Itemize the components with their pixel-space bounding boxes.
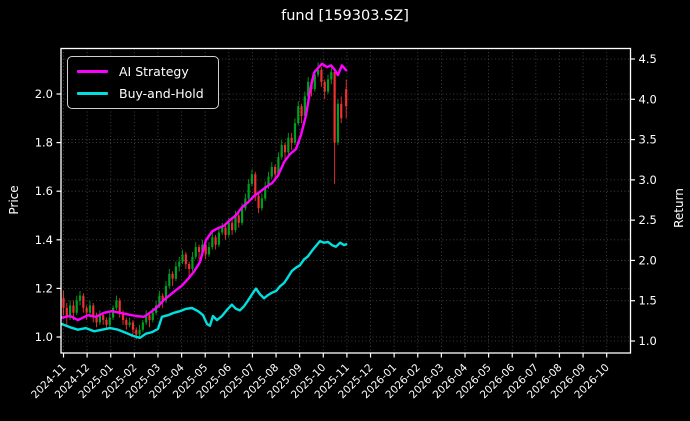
ai-strategy-line-swatch xyxy=(77,70,108,73)
price-tick-label: 1.8 xyxy=(35,136,53,150)
plot-border xyxy=(60,47,632,354)
return-tick-label: 3.5 xyxy=(639,133,657,147)
right-axis-label: Return xyxy=(672,188,686,228)
return-tick-label: 1.5 xyxy=(639,294,657,308)
legend-label-ai-strategy: AI Strategy xyxy=(119,64,189,79)
price-tick-label: 1.6 xyxy=(35,184,53,198)
left-axis-label: Price xyxy=(7,185,21,215)
legend-item-ai-strategy: AI Strategy xyxy=(77,64,204,79)
price-tick-label: 1.0 xyxy=(35,330,53,344)
line-series-buy-and-hold xyxy=(60,239,348,339)
price-tick-label: 1.4 xyxy=(35,233,53,247)
return-tick-label: 1.0 xyxy=(639,334,657,348)
price-tick-label: 2.0 xyxy=(35,87,53,101)
return-tick-label: 4.5 xyxy=(639,52,657,66)
return-tick-label: 2.0 xyxy=(639,253,657,267)
return-tick-label: 3.0 xyxy=(639,173,657,187)
axis-ticks xyxy=(56,58,635,358)
legend: AI Strategy Buy-and-Hold xyxy=(67,56,219,109)
chart-title: fund [159303.SZ] xyxy=(281,8,409,24)
legend-label-buy-and-hold: Buy-and-Hold xyxy=(119,86,204,101)
line-series-ai-strategy xyxy=(60,62,348,322)
buy-and-hold-line-swatch xyxy=(77,92,108,95)
legend-item-buy-and-hold: Buy-and-Hold xyxy=(77,86,204,101)
return-tick-label: 4.0 xyxy=(639,92,657,106)
price-tick-label: 1.2 xyxy=(35,281,53,295)
return-tick-label: 2.5 xyxy=(639,213,657,227)
